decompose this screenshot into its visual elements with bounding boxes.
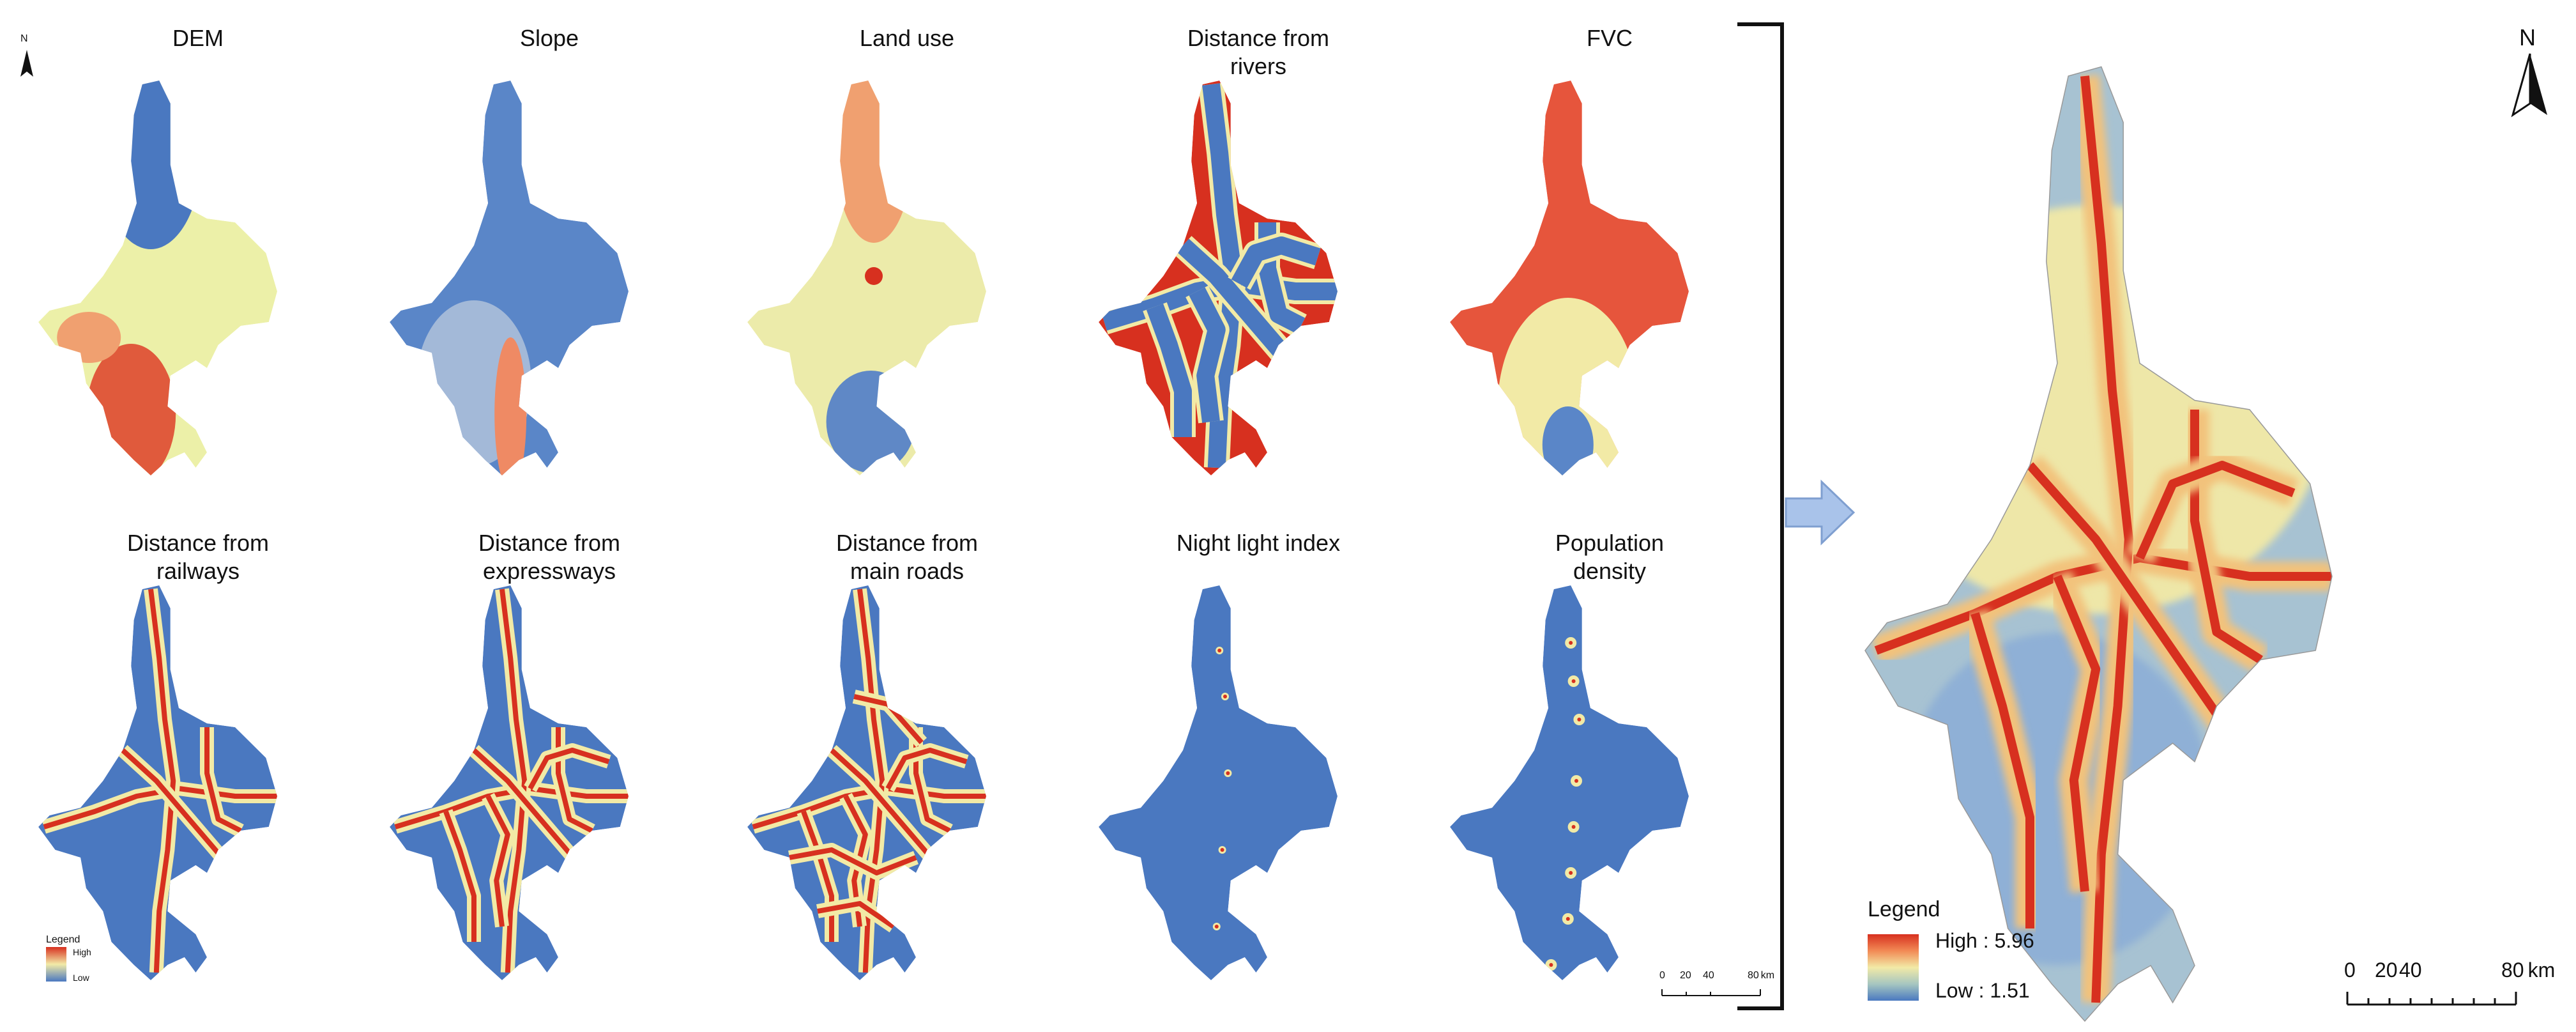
factor-map-slope: Slope xyxy=(377,19,722,479)
arrow-right-icon xyxy=(1785,479,1856,546)
factor-map-canvas xyxy=(1450,81,1689,475)
factor-map-title-line: Distance from xyxy=(835,530,979,556)
factor-map-title: Land use xyxy=(735,24,1079,52)
small-legend-ramp xyxy=(46,947,66,982)
factor-map-title-line: main roads xyxy=(850,558,964,584)
factor-map-title-line: Distance from xyxy=(478,530,621,556)
factor-map-title: Distance from rivers xyxy=(1086,24,1431,81)
result-map: N Legend High : 5.96 Low : 1.51 0 20 40 80 k… xyxy=(1840,0,2576,1032)
result-map-canvas xyxy=(1864,66,2333,1022)
factor-map-canvas xyxy=(747,81,986,475)
result-north-label: N xyxy=(2519,24,2536,50)
small-north-arrow: N xyxy=(14,33,40,91)
factor-map-canvas xyxy=(1099,585,1338,980)
small-scale-line xyxy=(1661,989,1761,996)
scale-tick-label: 80 xyxy=(2501,959,2524,982)
scale-unit-label: km xyxy=(2527,959,2556,982)
scale-tick-label: 80 xyxy=(1748,970,1759,981)
factor-map-canvas xyxy=(38,585,277,980)
factor-map-title-line: Land use xyxy=(859,25,955,51)
factor-map-title-line: Night light index xyxy=(1176,530,1341,556)
scale-tick-label: 40 xyxy=(2399,959,2422,982)
factor-map-title: Night light index xyxy=(1086,529,1431,557)
factor-map-title: FVC xyxy=(1437,24,1782,52)
factor-map-canvas xyxy=(1450,585,1689,980)
factor-map-title: Slope xyxy=(377,24,722,52)
factor-map-title-line: Population xyxy=(1555,530,1665,556)
result-suitability-surface xyxy=(1865,66,2332,1021)
factor-map-title-line: railways xyxy=(156,558,240,584)
result-scale-line xyxy=(2346,992,2517,1006)
factor-map-population: Population density xyxy=(1437,524,1782,984)
factor-map-nightlight: Night light index xyxy=(1086,524,1431,984)
factor-map-landuse: Land use xyxy=(735,19,1079,479)
scale-tick-label: 20 xyxy=(2375,959,2398,982)
small-legend-title: Legend xyxy=(46,934,80,945)
result-north-arrow-icon xyxy=(2511,53,2547,118)
north-arrow-icon xyxy=(20,50,33,77)
factor-map-expressways: Distance from expressways xyxy=(377,524,722,984)
factor-map-title: Population density xyxy=(1437,529,1782,585)
factor-map-canvas xyxy=(390,585,629,980)
factor-map-railways: Distance from railways xyxy=(26,524,370,984)
small-legend-high: High xyxy=(73,947,91,957)
small-scale-bar: 0 20 40 80 km xyxy=(1658,970,1775,1002)
factor-map-rivers: Distance from rivers xyxy=(1086,19,1431,479)
factor-map-canvas xyxy=(1099,81,1338,475)
scale-tick-label: 0 xyxy=(1659,970,1665,981)
factor-map-dem: DEM xyxy=(26,19,370,479)
factor-map-title: Distance from railways xyxy=(26,529,370,585)
scale-tick-label: 20 xyxy=(1680,970,1691,981)
factor-map-title: Distance from main roads xyxy=(735,529,1079,585)
factor-map-fvc: FVC xyxy=(1437,19,1782,479)
result-legend-title: Legend xyxy=(1868,897,1940,921)
factor-map-mainroads: Distance from main roads xyxy=(735,524,1079,984)
factor-map-canvas xyxy=(390,81,629,475)
factor-map-title-line: Distance from xyxy=(126,530,270,556)
small-north-label: N xyxy=(20,33,28,44)
result-legend-high: High : 5.96 xyxy=(1935,929,2034,952)
factor-map-title-line: expressways xyxy=(482,558,616,584)
factor-map-title-line: Slope xyxy=(519,25,579,51)
factor-map-title: DEM xyxy=(26,24,370,52)
factor-map-title-line: density xyxy=(1573,558,1647,584)
scale-unit-label: km xyxy=(1760,970,1775,981)
grouping-bracket xyxy=(1737,22,1784,1010)
factor-map-canvas xyxy=(38,81,277,475)
scale-tick-label: 0 xyxy=(2344,959,2356,982)
result-legend-low: Low : 1.51 xyxy=(1935,979,2030,1002)
small-legend-low: Low xyxy=(73,973,89,983)
factor-map-title: Distance from expressways xyxy=(377,529,722,585)
scale-tick-label: 40 xyxy=(1703,970,1714,981)
factor-map-title-line: rivers xyxy=(1230,53,1286,79)
result-legend-ramp xyxy=(1868,934,1919,1001)
small-legend: Legend High Low xyxy=(43,934,133,992)
factor-map-title-line: Distance from xyxy=(1187,25,1330,51)
factor-map-title-line: FVC xyxy=(1587,25,1633,51)
factor-map-title-line: DEM xyxy=(172,25,224,51)
factor-map-canvas xyxy=(747,585,986,980)
